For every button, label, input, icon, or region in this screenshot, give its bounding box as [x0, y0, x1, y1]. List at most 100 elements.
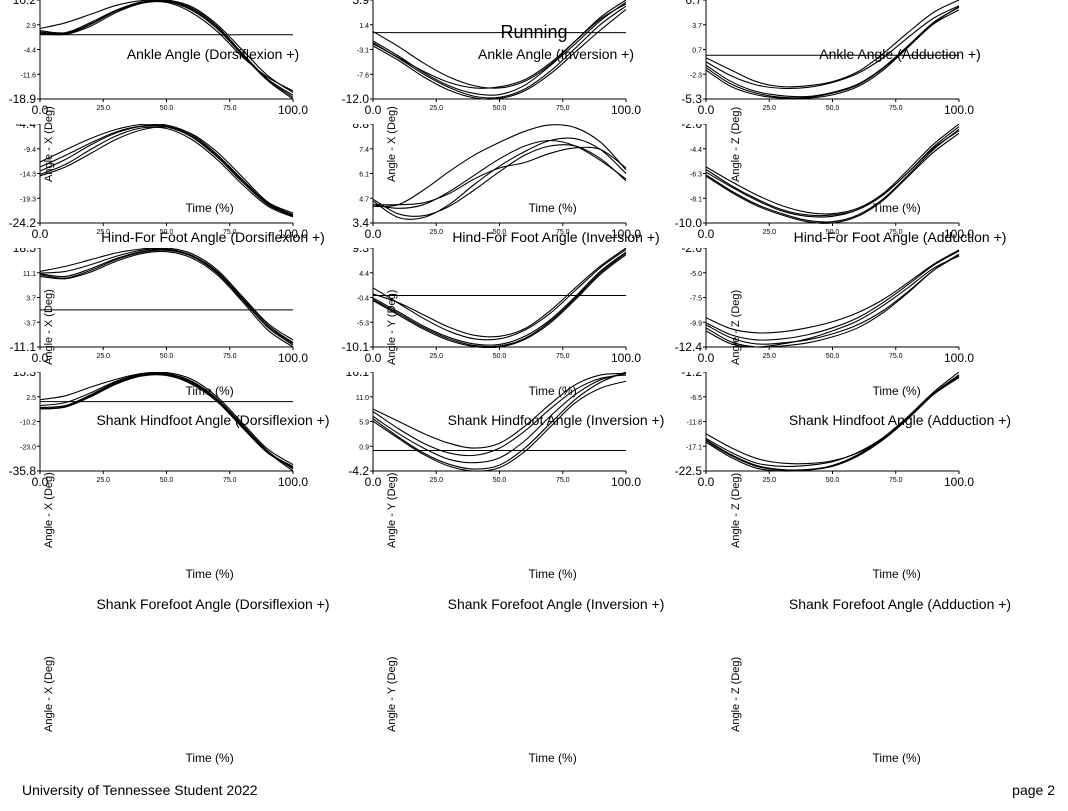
x-tick-label: 75.0	[223, 105, 237, 112]
y-tick-label: -3.1	[357, 48, 369, 55]
x-tick-label: 25.0	[429, 105, 443, 112]
x-tick-label: 100.0	[611, 475, 641, 489]
x-axis-label: Time (%)	[872, 201, 921, 215]
x-tick-label: 0.0	[365, 103, 382, 117]
y-tick-label: 11.0	[356, 395, 369, 402]
x-tick-label: 50.0	[493, 477, 507, 484]
x-tick-label: 100.0	[611, 227, 641, 241]
x-axis-label: Time (%)	[185, 567, 234, 581]
series-line-1	[373, 124, 627, 208]
series-line-2	[40, 0, 294, 96]
y-tick-label: -35.8	[9, 464, 37, 478]
series-line-3	[40, 371, 294, 466]
series-line-2	[706, 371, 960, 468]
x-tick-label: 25.0	[762, 105, 776, 112]
y-tick-label: -4.2	[348, 464, 369, 478]
series-line-4	[40, 126, 294, 214]
x-tick-label: 75.0	[223, 477, 237, 484]
y-tick-label: -5.3	[357, 320, 369, 327]
x-tick-label: 50.0	[493, 105, 507, 112]
x-tick-label: 25.0	[429, 353, 443, 360]
series-line-5	[373, 0, 627, 89]
series-line-3	[373, 371, 627, 470]
y-tick-label: -12.4	[675, 340, 703, 354]
y-tick-label: 11.1	[23, 271, 36, 278]
series-line-2	[40, 248, 294, 344]
x-axis-label: Time (%)	[185, 384, 234, 398]
series-line-2	[373, 372, 627, 464]
y-tick-label: -1.2	[681, 372, 702, 379]
series-line-5	[706, 255, 960, 348]
x-tick-label: 0.0	[365, 227, 382, 241]
series-line-3	[40, 123, 294, 216]
y-tick-label: 3.7	[692, 23, 702, 30]
y-tick-label: 3.7	[26, 296, 36, 303]
panel-title: Ankle Angle (Inversion +)	[477, 46, 635, 62]
y-tick-label: 6.7	[685, 0, 702, 7]
x-tick-label: 100.0	[944, 475, 974, 489]
series-line-3	[373, 254, 627, 348]
y-tick-label: -6.3	[690, 172, 702, 179]
y-tick-label: 15.3	[13, 372, 37, 379]
y-tick-label: -14.3	[20, 172, 36, 179]
series-line-4	[706, 0, 960, 88]
y-axis-label: Angle - X (Deg)	[43, 655, 55, 732]
series-line-3	[40, 247, 294, 341]
x-tick-label: 25.0	[762, 477, 776, 484]
x-tick-label: 0.0	[365, 351, 382, 365]
y-axis-label: Angle - Z (Deg)	[730, 289, 742, 365]
y-tick-label: -5.0	[690, 271, 702, 278]
y-tick-label: -10.2	[20, 420, 36, 427]
panel-title: Hind-For Foot Angle (Adduction +)	[793, 229, 1007, 245]
x-tick-label: 100.0	[278, 475, 308, 489]
line-chart: -22.5 -17.1 -11.8 -6.5 -1.2 0.0 25.0 50.0 75.0 10…	[675, 365, 975, 489]
panel-title: Shank Hindfoot Angle (Adduction +)	[788, 412, 1012, 428]
x-tick-label: 75.0	[889, 477, 903, 484]
y-tick-label: 16.1	[346, 372, 370, 379]
y-tick-label: -0.4	[357, 296, 369, 303]
line-chart: -10.1 -5.3 -0.4 4.4 9.3 0.0 25.0 50.0 75.0 100.0	[342, 241, 642, 365]
x-tick-label: 50.0	[493, 353, 507, 360]
y-axis-label: Angle - Z (Deg)	[730, 472, 742, 548]
line-chart: -5.3 -2.3 0.7 3.7 6.7 0.0 25.0 50.0 75.0 100.0	[681, 0, 974, 117]
x-tick-label: 25.0	[96, 477, 110, 484]
x-tick-label: 75.0	[889, 105, 903, 112]
series-line-1	[40, 126, 294, 218]
y-axis-label: Angle - Y (Deg)	[386, 289, 398, 365]
page-title: Running	[500, 22, 568, 42]
y-tick-label: -4.4	[24, 48, 36, 55]
y-tick-label: 9.3	[352, 248, 369, 255]
x-tick-label: 75.0	[889, 353, 903, 360]
x-tick-label: 50.0	[160, 353, 174, 360]
series-line-5	[706, 132, 960, 224]
x-tick-label: 75.0	[556, 477, 570, 484]
series-line-1	[373, 374, 627, 457]
y-tick-label: 5.9	[352, 0, 369, 7]
series-line-1	[706, 249, 960, 334]
y-tick-label: -7.5	[690, 296, 702, 303]
y-tick-label: -24.2	[9, 216, 37, 230]
footer-institution: University of Tennessee Student 2022	[22, 782, 258, 798]
y-axis-label: Angle - Y (Deg)	[386, 656, 398, 732]
series-line-2	[706, 250, 960, 341]
series-line-2	[373, 251, 627, 346]
x-tick-label: 25.0	[96, 105, 110, 112]
series-line-4	[373, 146, 627, 206]
x-tick-label: 50.0	[826, 229, 840, 236]
series-line-2	[706, 126, 960, 218]
x-tick-label: 0.0	[32, 227, 49, 241]
y-tick-label: -11.8	[687, 420, 703, 427]
y-tick-label: -2.3	[690, 72, 702, 79]
panel-title: Shank Forefoot Angle (Dorsiflexion +)	[96, 596, 330, 612]
y-tick-label: 4.7	[359, 196, 369, 203]
series-line-5	[706, 375, 960, 471]
y-tick-label: -9.4	[24, 147, 36, 154]
y-axis-label: Angle - X (Deg)	[43, 105, 55, 182]
x-tick-label: 75.0	[556, 229, 570, 236]
x-tick-label: 50.0	[826, 477, 840, 484]
y-tick-label: -11.1	[10, 340, 37, 354]
x-tick-label: 100.0	[278, 227, 308, 241]
panel-title: Shank Forefoot Angle (Inversion +)	[447, 596, 665, 612]
series-line-5	[706, 6, 960, 99]
y-tick-label: 0.9	[359, 444, 369, 451]
